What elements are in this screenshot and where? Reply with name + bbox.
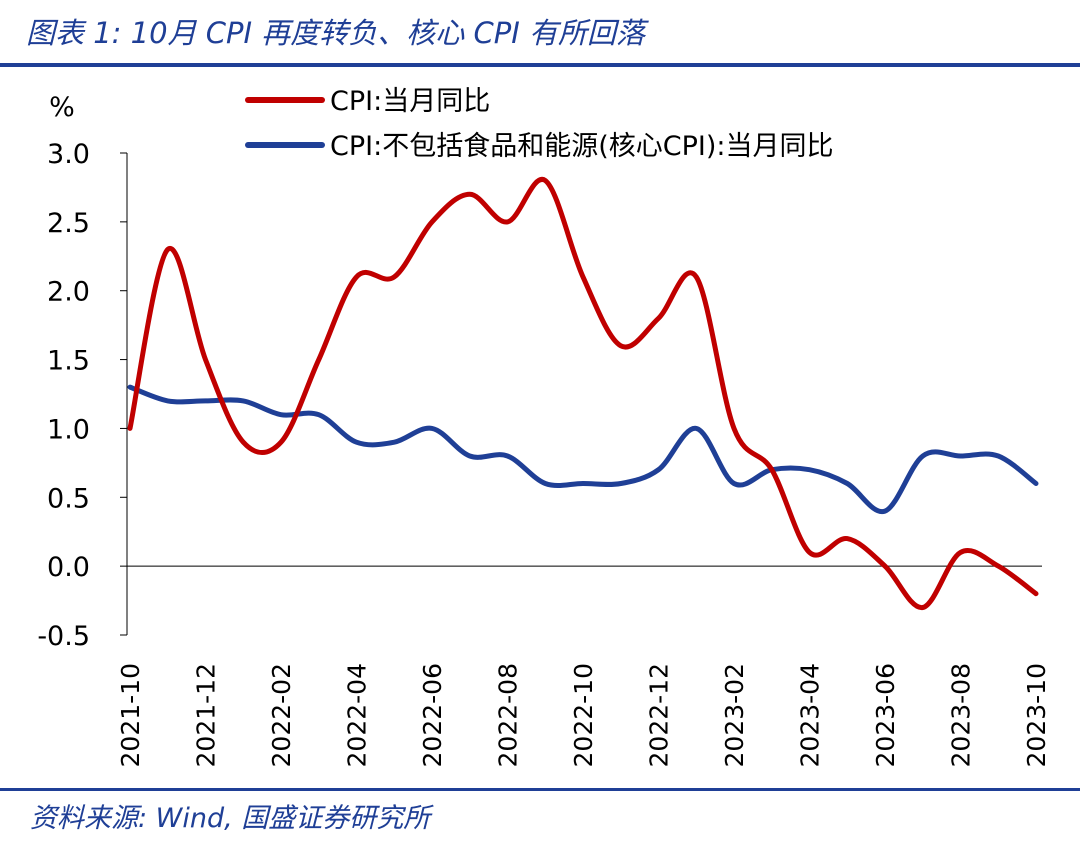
y-tick-label: 1.0	[47, 414, 90, 445]
legend-cpi-label: CPI:当月同比	[330, 86, 490, 117]
x-tick-label: 2023-02	[720, 663, 749, 767]
x-tick-label: 2023-08	[947, 663, 976, 767]
y-tick-label: 1.5	[47, 346, 90, 377]
y-tick-label: 0.0	[47, 552, 90, 583]
x-tick-label: 2022-10	[569, 663, 598, 767]
source-note: 资料来源: Wind, 国盛证券研究所	[30, 803, 431, 834]
source-divider	[0, 788, 1080, 791]
y-tick-label: 2.5	[47, 208, 90, 239]
core-cpi-yoy-line	[127, 384, 1039, 514]
cpi-yoy-line	[127, 176, 1039, 610]
x-tick-label: 2022-04	[343, 663, 372, 767]
y-tick-label: 2.0	[47, 277, 90, 308]
x-tick-label: 2022-02	[267, 663, 296, 767]
x-tick-label: 2023-04	[796, 663, 825, 767]
x-tick-label: 2023-06	[871, 663, 900, 767]
x-tick-label: 2022-12	[645, 663, 674, 767]
y-axis-unit: %	[49, 92, 75, 123]
y-tick-label: -0.5	[37, 621, 90, 652]
x-tick-label: 2021-10	[116, 663, 145, 767]
title-divider	[0, 63, 1080, 67]
legend-core-cpi-label: CPI:不包括食品和能源(核心CPI):当月同比	[330, 131, 833, 162]
y-tick-label: 0.5	[47, 483, 90, 514]
chart-title: 图表 1: 10月 CPI 再度转负、核心 CPI 有所回落	[26, 16, 646, 50]
x-tick-label: 2021-12	[192, 663, 221, 767]
y-tick-label: 3.0	[47, 139, 90, 170]
x-tick-label: 2022-06	[418, 663, 447, 767]
line-chart: 3.0 2.5 2.0 1.5 1.0 0.5 0.0 -0.5% 2021-10 2021-12…	[37, 86, 1051, 767]
x-tick-label: 2022-08	[494, 663, 523, 767]
x-tick-label: 2023-10	[1022, 663, 1051, 767]
